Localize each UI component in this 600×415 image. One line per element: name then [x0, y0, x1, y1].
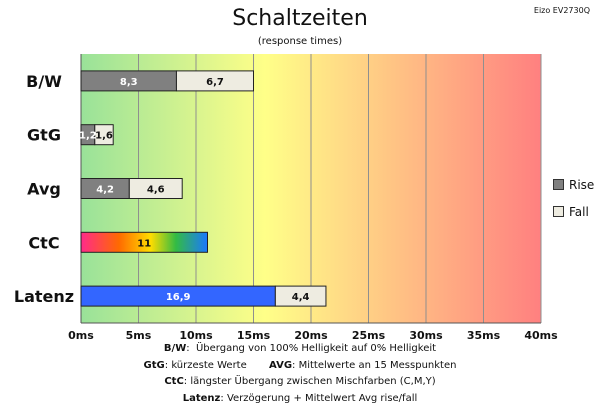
data-label: 11: [137, 238, 151, 249]
x-tick-label: 35ms: [467, 329, 501, 342]
data-label: 16,9: [166, 292, 191, 303]
data-label: 8,3: [120, 77, 138, 88]
legend-item-rise: Rise: [553, 178, 594, 192]
x-tick-label: 10ms: [179, 329, 213, 342]
x-tick-label: 5ms: [126, 329, 152, 342]
bar-fall: [94, 124, 114, 146]
notes-block: B/W: Übergang von 100% Helligkeit auf 0%…: [0, 341, 600, 407]
x-tick-label: 15ms: [237, 329, 271, 342]
note-gtg-avg: GtG: kürzeste Werte AVG: Mittelwerte an …: [143, 359, 457, 371]
legend-swatch-fall: [553, 206, 564, 217]
data-label: 4,4: [292, 292, 310, 303]
category-label: GtG: [27, 126, 61, 145]
category-label: Avg: [27, 180, 61, 199]
chart-subtitle: (response times): [257, 36, 343, 47]
legend-item-fall: Fall: [553, 205, 589, 219]
chart-title: Schaltzeiten: [232, 6, 368, 31]
note-latenz: Latenz: Verzögerung + Mittelwert Avg ris…: [182, 392, 418, 404]
legend-label-fall: Fall: [569, 205, 589, 219]
bar-fall: [175, 70, 254, 92]
category-label: Latenz: [14, 287, 74, 306]
legend-swatch-rise: [553, 179, 564, 190]
data-label: 6,7: [206, 77, 224, 88]
data-label: 4,2: [96, 185, 114, 196]
monitor-model-label: Eizo EV2730Q: [533, 6, 590, 15]
data-label: 1,2: [79, 131, 97, 142]
x-tick-label: 40ms: [524, 329, 558, 342]
note-bw: B/W: Übergang von 100% Helligkeit auf 0%…: [163, 343, 437, 354]
x-tick-label: 25ms: [352, 329, 386, 342]
data-label: 1,6: [95, 131, 113, 142]
bar-fall: [274, 285, 327, 307]
bar-ctc: [80, 231, 208, 253]
bar-fall: [128, 178, 183, 199]
data-label: 4,6: [147, 185, 165, 196]
note-ctc: CtC: längster Übergang zwischen Mischfar…: [164, 376, 436, 387]
category-label: CtC: [28, 233, 59, 252]
legend-label-rise: Rise: [569, 178, 595, 192]
x-tick-label: 20ms: [294, 329, 328, 342]
category-label: B/W: [26, 72, 62, 91]
x-tick-label: 0ms: [68, 329, 94, 342]
x-tick-label: 30ms: [409, 329, 443, 342]
